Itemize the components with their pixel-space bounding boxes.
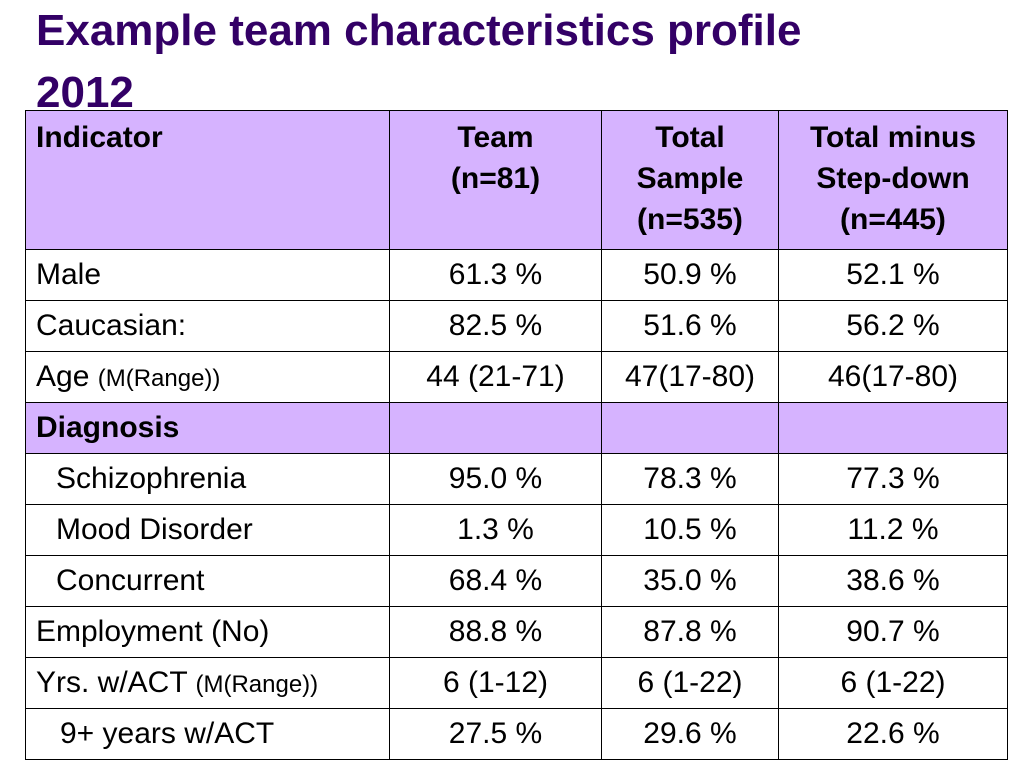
table-header-row: Indicator Team (n=81) Total Sample (n=53… <box>26 111 1008 250</box>
row-label-text: Concurrent <box>56 564 204 597</box>
total-minus-value: 56.2 % <box>779 301 1008 352</box>
total-sample-value: 35.0 % <box>602 556 779 607</box>
total-sample-value: 6 (1-22) <box>602 658 779 709</box>
table-row: Caucasian: 82.5 % 51.6 % 56.2 % <box>26 301 1008 352</box>
row-label-note: (M(Range)) <box>195 671 318 698</box>
section-empty-cell <box>779 403 1008 454</box>
table-row: Yrs. w/ACT (M(Range)) 6 (1-12) 6 (1-22) … <box>26 658 1008 709</box>
table-row: Age (M(Range)) 44 (21-71) 47(17-80) 46(1… <box>26 352 1008 403</box>
row-label: 9+ years w/ACT <box>26 709 390 760</box>
table-row: Male 61.3 % 50.9 % 52.1 % <box>26 250 1008 301</box>
total-sample-value: 50.9 % <box>602 250 779 301</box>
header-team-line-2: (n=81) <box>400 158 591 199</box>
total-minus-value: 38.6 % <box>779 556 1008 607</box>
header-team: Team (n=81) <box>390 111 602 250</box>
team-value: 68.4 % <box>390 556 602 607</box>
section-label: Diagnosis <box>26 403 390 454</box>
total-minus-value: 90.7 % <box>779 607 1008 658</box>
section-row-diagnosis: Diagnosis <box>26 403 1008 454</box>
total-minus-value: 6 (1-22) <box>779 658 1008 709</box>
row-label: Male <box>26 250 390 301</box>
row-label: Mood Disorder <box>26 505 390 556</box>
total-sample-value: 51.6 % <box>602 301 779 352</box>
team-value: 1.3 % <box>390 505 602 556</box>
team-value: 88.8 % <box>390 607 602 658</box>
row-label-text: 9+ years w/ACT <box>60 717 274 750</box>
section-empty-cell <box>390 403 602 454</box>
row-label: Age (M(Range)) <box>26 352 390 403</box>
total-sample-value: 47(17-80) <box>602 352 779 403</box>
total-minus-value: 46(17-80) <box>779 352 1008 403</box>
team-value: 82.5 % <box>390 301 602 352</box>
table-row: Employment (No) 88.8 % 87.8 % 90.7 % <box>26 607 1008 658</box>
row-label: Concurrent <box>26 556 390 607</box>
header-indicator: Indicator <box>26 111 390 250</box>
row-label: Schizophrenia <box>26 454 390 505</box>
row-label-text: Yrs. w/ACT <box>36 666 187 699</box>
table-row: Concurrent 68.4 % 35.0 % 38.6 % <box>26 556 1008 607</box>
table-row: 9+ years w/ACT 27.5 % 29.6 % 22.6 % <box>26 709 1008 760</box>
row-label-text: Age <box>36 360 89 393</box>
header-minus-line-1: Total minus <box>789 117 997 158</box>
team-value: 95.0 % <box>390 454 602 505</box>
row-label-text: Male <box>36 258 101 291</box>
total-sample-value: 87.8 % <box>602 607 779 658</box>
total-minus-value: 77.3 % <box>779 454 1008 505</box>
team-value: 27.5 % <box>390 709 602 760</box>
team-value: 61.3 % <box>390 250 602 301</box>
total-minus-value: 22.6 % <box>779 709 1008 760</box>
row-label: Employment (No) <box>26 607 390 658</box>
header-minus-line-2: Step-down <box>789 158 997 199</box>
header-indicator-label: Indicator <box>36 117 379 158</box>
row-label: Caucasian: <box>26 301 390 352</box>
total-sample-value: 78.3 % <box>602 454 779 505</box>
header-team-line-1: Team <box>400 117 591 158</box>
team-value: 44 (21-71) <box>390 352 602 403</box>
row-label-text: Caucasian: <box>36 309 186 342</box>
header-total-sample: Total Sample (n=535) <box>602 111 779 250</box>
header-total-line-2: Sample <box>612 158 768 199</box>
header-total-minus-step-down: Total minus Step-down (n=445) <box>779 111 1008 250</box>
table-row: Mood Disorder 1.3 % 10.5 % 11.2 % <box>26 505 1008 556</box>
row-label: Yrs. w/ACT (M(Range)) <box>26 658 390 709</box>
section-empty-cell <box>602 403 779 454</box>
slide-title-line-1: Example team characteristics profile <box>36 0 996 62</box>
total-minus-value: 52.1 % <box>779 250 1008 301</box>
table-row: Schizophrenia 95.0 % 78.3 % 77.3 % <box>26 454 1008 505</box>
row-label-text: Employment (No) <box>36 615 269 648</box>
total-sample-value: 29.6 % <box>602 709 779 760</box>
row-label-text: Mood Disorder <box>56 513 253 546</box>
header-total-line-1: Total <box>612 117 768 158</box>
total-minus-value: 11.2 % <box>779 505 1008 556</box>
team-characteristics-table: Indicator Team (n=81) Total Sample (n=53… <box>25 110 1008 760</box>
header-minus-line-3: (n=445) <box>789 199 997 240</box>
team-value: 6 (1-12) <box>390 658 602 709</box>
slide-title: Example team characteristics profile 201… <box>36 0 996 124</box>
row-label-text: Schizophrenia <box>56 462 246 495</box>
total-sample-value: 10.5 % <box>602 505 779 556</box>
header-total-line-3: (n=535) <box>612 199 768 240</box>
row-label-note: (M(Range)) <box>98 365 221 392</box>
